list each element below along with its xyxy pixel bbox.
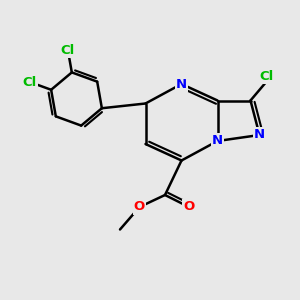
Text: O: O xyxy=(134,200,145,214)
Text: Cl: Cl xyxy=(23,76,37,88)
Text: N: N xyxy=(212,134,223,148)
Text: Cl: Cl xyxy=(260,70,274,83)
Text: N: N xyxy=(176,77,187,91)
Text: Cl: Cl xyxy=(61,44,75,57)
Text: O: O xyxy=(183,200,195,214)
Text: N: N xyxy=(254,128,265,142)
